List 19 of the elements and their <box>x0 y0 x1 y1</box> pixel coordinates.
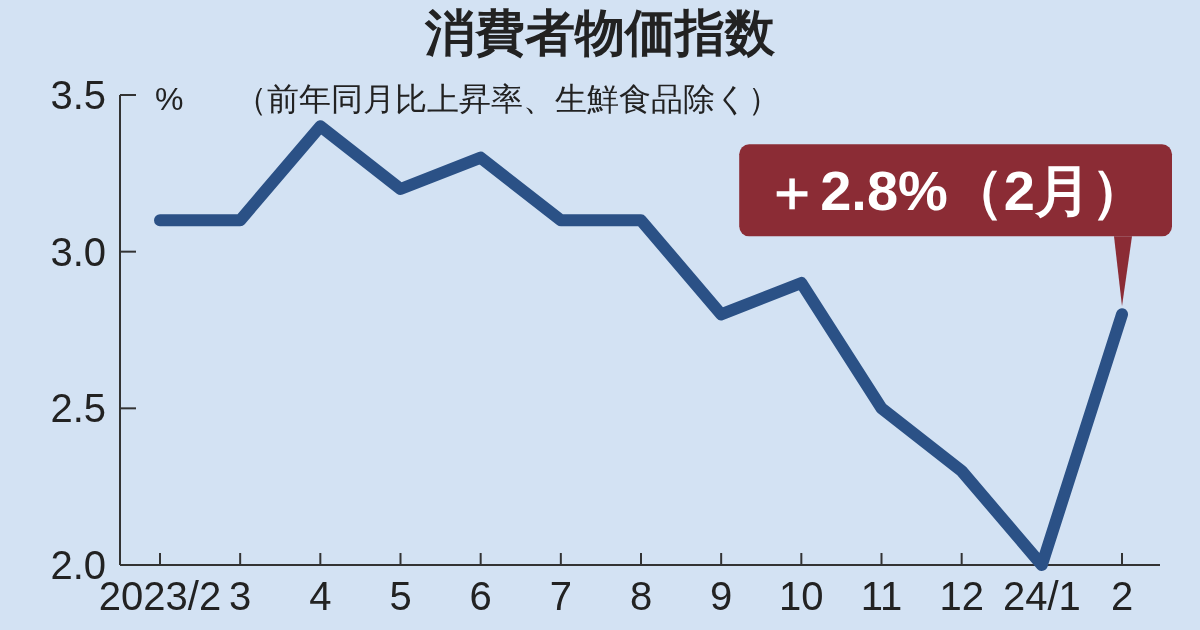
x-tick-label: 8 <box>629 574 653 618</box>
x-tick-label: 5 <box>389 574 412 618</box>
x-tick-label: 10 <box>779 574 824 618</box>
x-tick-label: 24/1 <box>1002 574 1081 618</box>
y-tick-label: 2.5 <box>50 386 106 431</box>
x-tick-label: 12 <box>939 574 984 618</box>
x-tick-label: 7 <box>549 574 572 618</box>
annotation: ＋2.8%（2月） <box>764 159 1147 223</box>
x-tick-label: 11 <box>860 574 903 618</box>
x-tick-label: 4 <box>309 574 332 618</box>
chart-subtitle: （前年同月比上昇率、生鮮食品除く） <box>235 81 780 117</box>
x-tick-label: 9 <box>710 574 733 618</box>
y-axis-title: % <box>155 81 184 117</box>
x-tick-label: 6 <box>469 574 492 618</box>
y-tick-label: 3.5 <box>50 73 106 117</box>
x-tick-label: 2 <box>1110 574 1134 618</box>
x-tick-label: 3 <box>229 574 252 618</box>
chart-title: 消費者物価指数 <box>424 5 776 61</box>
y-tick-label: 3.0 <box>50 229 106 274</box>
